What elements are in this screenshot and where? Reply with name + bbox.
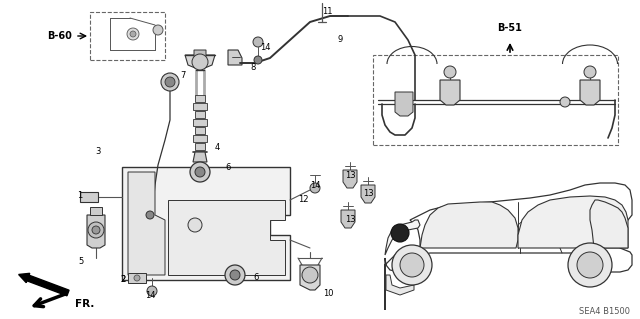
Circle shape	[225, 265, 245, 285]
Circle shape	[560, 97, 570, 107]
Bar	[193, 103, 207, 110]
Polygon shape	[300, 265, 320, 290]
Circle shape	[147, 286, 157, 296]
Polygon shape	[395, 92, 413, 116]
Bar	[195, 95, 205, 102]
Polygon shape	[440, 80, 460, 105]
Text: 6: 6	[253, 273, 259, 283]
Circle shape	[568, 243, 612, 287]
Circle shape	[161, 73, 179, 91]
Circle shape	[254, 56, 262, 64]
Text: FR.: FR.	[75, 299, 94, 309]
Circle shape	[188, 218, 202, 232]
Circle shape	[400, 253, 424, 277]
Text: 10: 10	[323, 290, 333, 299]
Polygon shape	[168, 200, 285, 275]
Polygon shape	[194, 50, 206, 60]
Circle shape	[584, 66, 596, 78]
Polygon shape	[122, 167, 290, 280]
Circle shape	[391, 224, 409, 242]
Text: 3: 3	[95, 147, 100, 157]
Text: B-51: B-51	[497, 23, 522, 33]
Bar	[373, 55, 618, 145]
Circle shape	[392, 245, 432, 285]
Polygon shape	[228, 50, 242, 65]
Polygon shape	[361, 185, 375, 203]
Circle shape	[253, 37, 263, 47]
Circle shape	[130, 31, 136, 37]
Bar	[193, 119, 207, 126]
Polygon shape	[580, 80, 600, 105]
Text: 2: 2	[120, 276, 125, 285]
Circle shape	[127, 28, 139, 40]
Circle shape	[146, 211, 154, 219]
Circle shape	[577, 252, 603, 278]
Polygon shape	[590, 200, 628, 248]
Text: 14: 14	[260, 42, 271, 51]
Text: 12: 12	[298, 196, 308, 204]
Text: 13: 13	[345, 172, 356, 181]
Text: 11: 11	[322, 8, 333, 17]
Text: 6: 6	[225, 162, 230, 172]
Text: SEA4 B1500: SEA4 B1500	[579, 308, 630, 316]
Circle shape	[444, 66, 456, 78]
Polygon shape	[385, 220, 420, 255]
Circle shape	[92, 226, 100, 234]
Bar	[195, 111, 205, 118]
Text: 4: 4	[215, 144, 220, 152]
Polygon shape	[518, 196, 628, 248]
Bar	[90, 12, 165, 60]
Circle shape	[192, 54, 208, 70]
Circle shape	[195, 167, 205, 177]
Polygon shape	[87, 215, 105, 248]
Polygon shape	[420, 202, 518, 248]
Text: 5: 5	[78, 257, 83, 266]
Polygon shape	[341, 210, 355, 228]
FancyArrow shape	[19, 273, 69, 296]
Polygon shape	[386, 275, 414, 295]
Bar	[195, 143, 205, 150]
Text: 8: 8	[250, 63, 255, 72]
Circle shape	[310, 183, 320, 193]
Text: 9: 9	[337, 35, 342, 44]
Bar	[193, 135, 207, 142]
Polygon shape	[385, 183, 632, 310]
Text: 13: 13	[363, 189, 374, 197]
Circle shape	[153, 25, 163, 35]
Circle shape	[190, 162, 210, 182]
Circle shape	[134, 275, 140, 281]
Circle shape	[88, 222, 104, 238]
Bar	[128, 273, 146, 283]
Circle shape	[165, 77, 175, 87]
Text: 13: 13	[345, 216, 356, 225]
Polygon shape	[343, 170, 357, 188]
Bar	[90, 207, 102, 215]
Text: 14: 14	[145, 292, 156, 300]
Text: 2: 2	[120, 276, 125, 285]
Circle shape	[302, 267, 318, 283]
Polygon shape	[128, 172, 165, 275]
Polygon shape	[193, 152, 207, 162]
Text: 7: 7	[180, 70, 186, 79]
Text: 14: 14	[310, 181, 321, 189]
Text: B-60: B-60	[47, 31, 72, 41]
Polygon shape	[185, 55, 215, 70]
Circle shape	[230, 270, 240, 280]
Text: 1: 1	[77, 191, 83, 201]
Bar	[195, 127, 205, 134]
Bar	[80, 192, 98, 202]
